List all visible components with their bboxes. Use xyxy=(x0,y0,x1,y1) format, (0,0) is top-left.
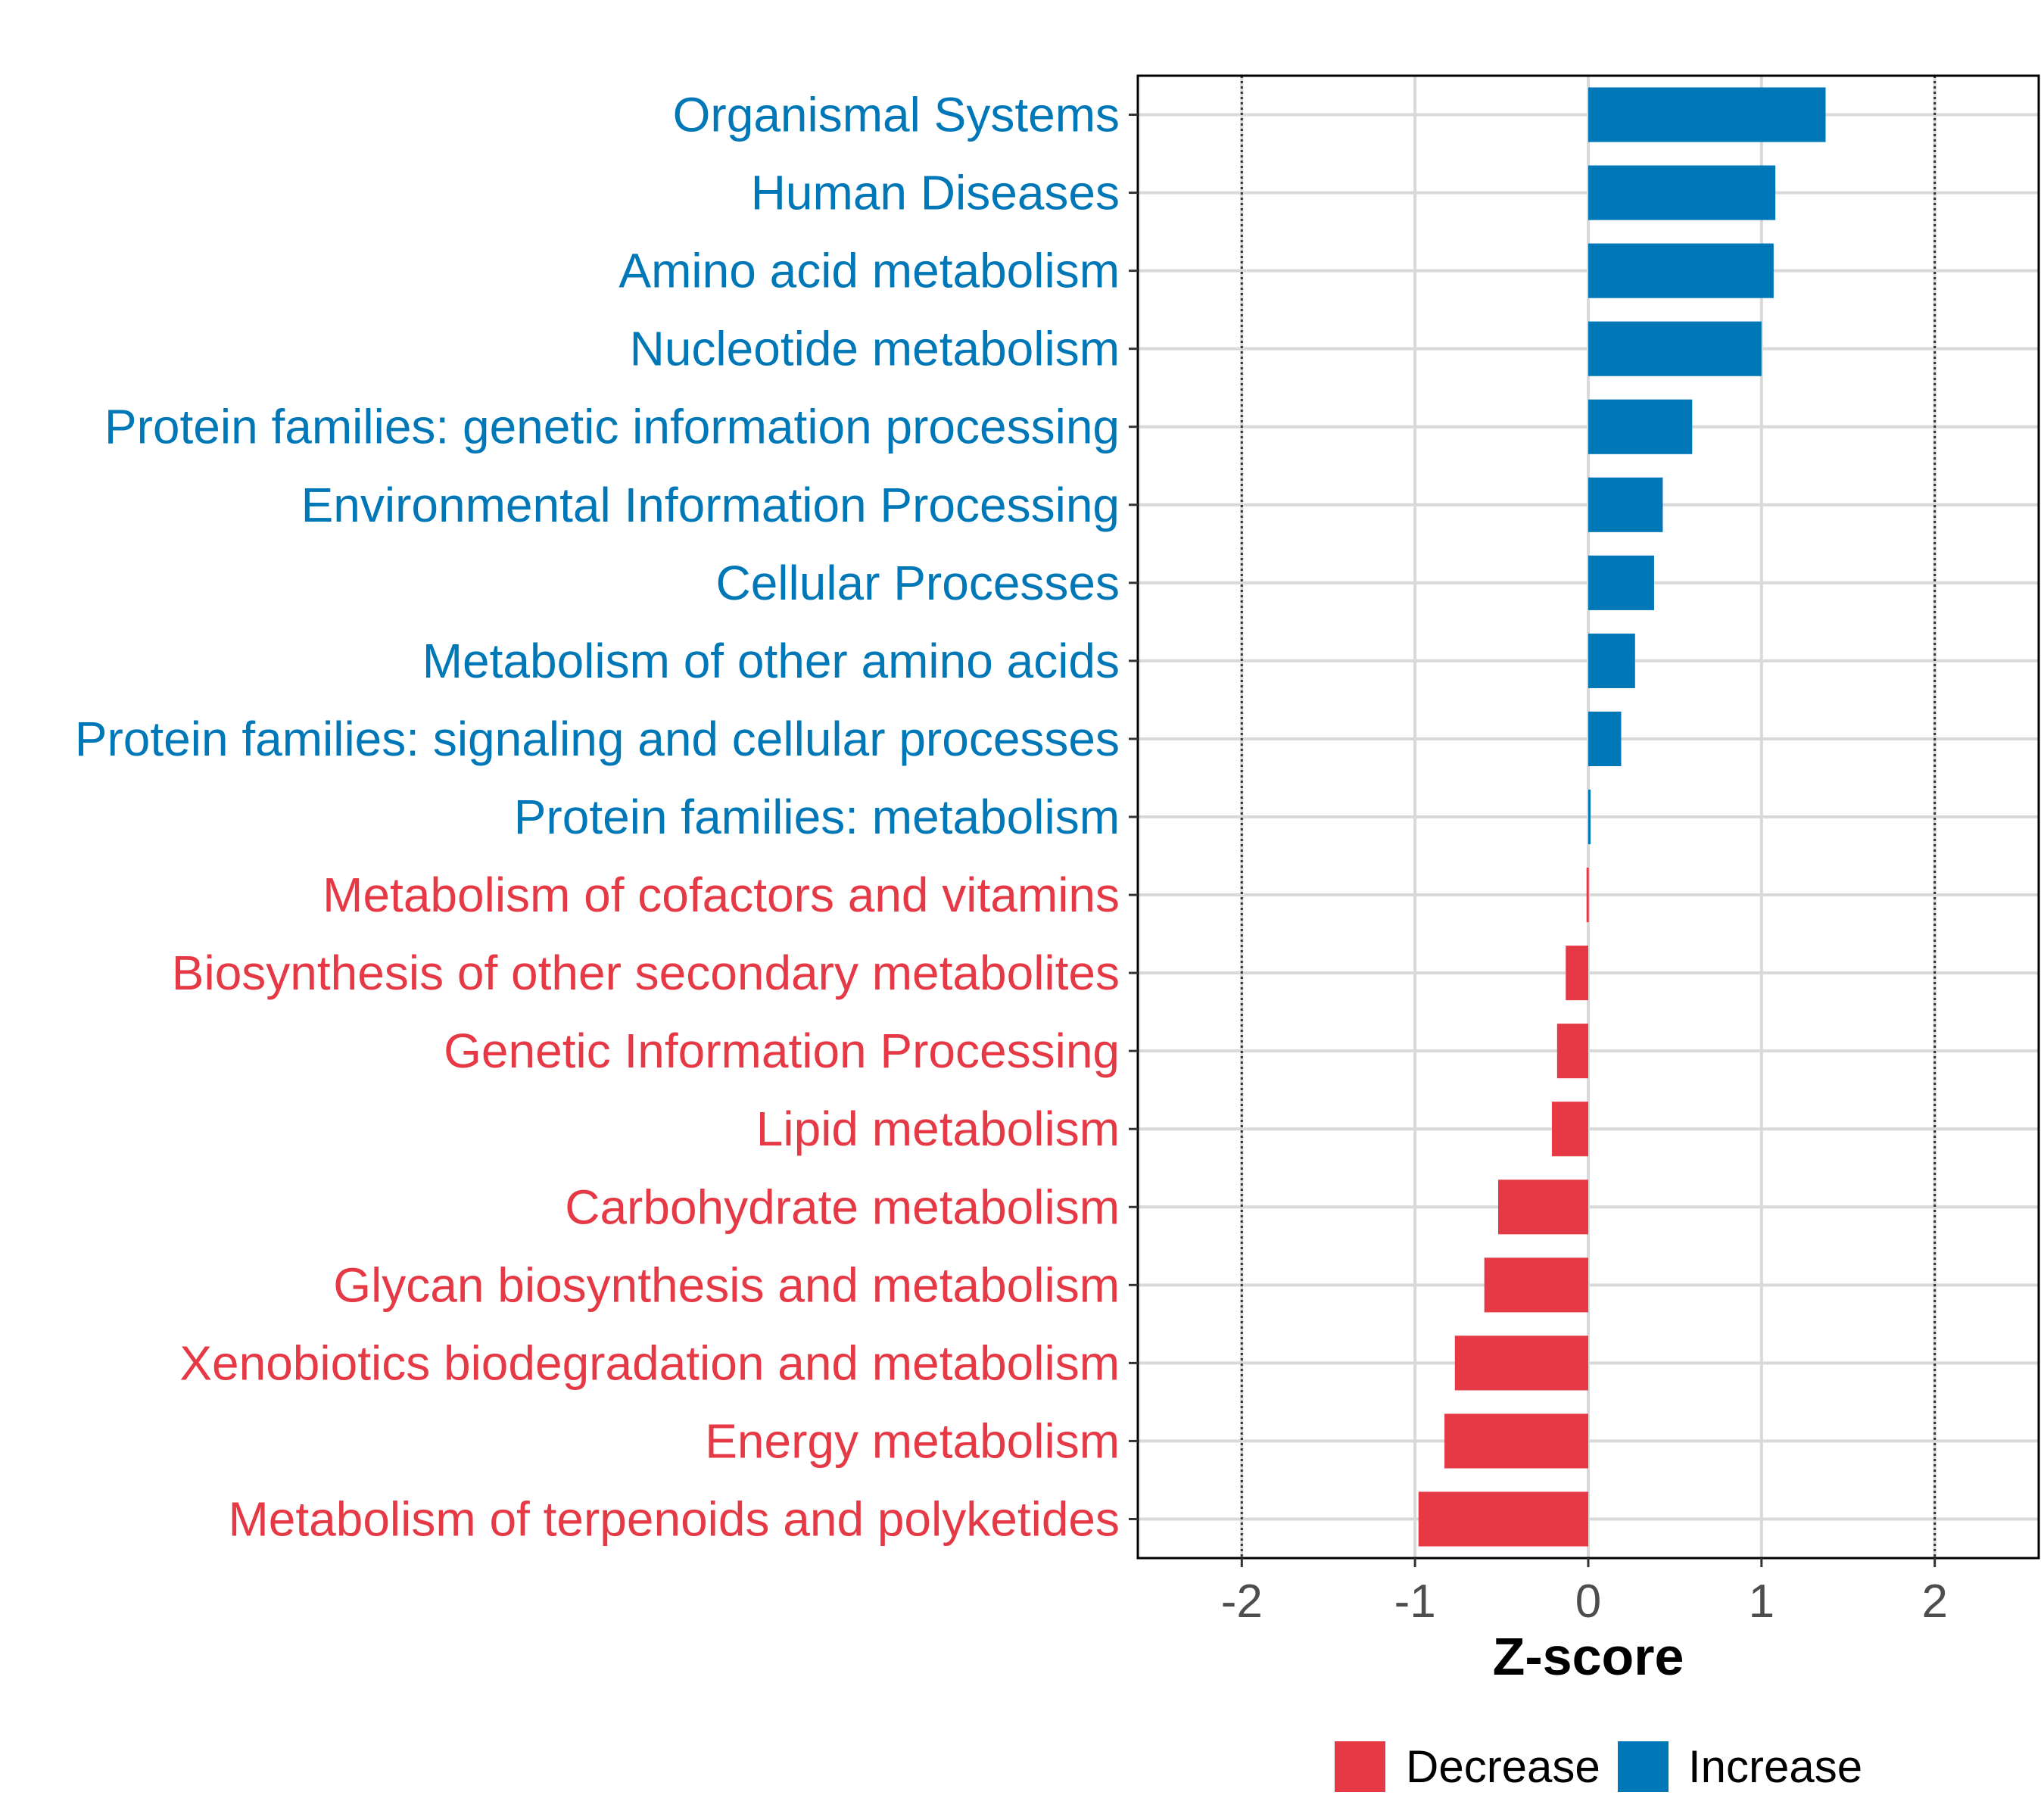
category-label: Glycan biosynthesis and metabolism xyxy=(333,1258,1120,1312)
y-axis-ticks xyxy=(1129,114,1138,1520)
x-tick-label: 2 xyxy=(1921,1575,1947,1628)
category-label: Protein families: metabolism xyxy=(514,790,1120,844)
bar xyxy=(1566,946,1588,1001)
category-label: Lipid metabolism xyxy=(756,1102,1120,1156)
bar xyxy=(1588,555,1654,610)
legend-swatch-decrease xyxy=(1335,1741,1385,1792)
category-label: Protein families: genetic information pr… xyxy=(104,400,1120,454)
category-label: Human Diseases xyxy=(751,166,1120,220)
bar xyxy=(1444,1413,1588,1469)
category-label: Genetic Information Processing xyxy=(444,1024,1120,1078)
bar xyxy=(1588,87,1826,142)
x-tick-label: -2 xyxy=(1221,1575,1263,1628)
bar xyxy=(1418,1491,1588,1547)
bar xyxy=(1588,477,1663,532)
x-tick-label: -1 xyxy=(1394,1575,1436,1628)
legend-label-increase: Increase xyxy=(1688,1741,1862,1792)
bar xyxy=(1454,1335,1588,1391)
category-label: Cellular Processes xyxy=(715,556,1120,610)
bars xyxy=(1418,87,1826,1547)
category-label: Nucleotide metabolism xyxy=(630,322,1120,376)
bar xyxy=(1586,867,1589,923)
bar xyxy=(1551,1102,1588,1157)
bar xyxy=(1498,1180,1588,1235)
category-label: Energy metabolism xyxy=(705,1413,1120,1468)
category-label: Biosynthesis of other secondary metaboli… xyxy=(172,946,1120,1000)
bar xyxy=(1588,633,1635,688)
bar xyxy=(1588,789,1591,845)
bar xyxy=(1556,1024,1588,1079)
category-label: Carbohydrate metabolism xyxy=(565,1180,1120,1234)
bar xyxy=(1588,321,1762,376)
category-label: Metabolism of terpenoids and polyketides xyxy=(228,1491,1120,1546)
x-axis-title: Z-score xyxy=(1493,1627,1684,1686)
category-label: Metabolism of cofactors and vitamins xyxy=(322,868,1120,922)
x-tick-label: 1 xyxy=(1749,1575,1774,1628)
legend-swatch-increase xyxy=(1618,1741,1669,1792)
bar xyxy=(1484,1258,1588,1313)
reference-lines xyxy=(1240,76,1937,1558)
bar xyxy=(1588,711,1622,767)
bar xyxy=(1588,399,1693,454)
x-axis-ticks: -2 -1 0 1 2 xyxy=(1221,1558,1948,1628)
category-label: Environmental Information Processing xyxy=(301,478,1120,532)
bar xyxy=(1588,165,1776,220)
category-label: Xenobiotics biodegradation and metabolis… xyxy=(179,1335,1120,1390)
legend: Decrease Increase xyxy=(1335,1741,1862,1792)
x-tick-label: 0 xyxy=(1575,1575,1601,1628)
category-labels: Organismal Systems Human Diseases Amino ac… xyxy=(75,88,1120,1547)
legend-label-decrease: Decrease xyxy=(1406,1741,1600,1792)
category-label: Organismal Systems xyxy=(673,88,1120,142)
category-label: Protein families: signaling and cellular… xyxy=(75,712,1120,766)
bar xyxy=(1588,243,1774,298)
category-label: Amino acid metabolism xyxy=(618,244,1120,298)
category-label: Metabolism of other amino acids xyxy=(422,634,1120,688)
